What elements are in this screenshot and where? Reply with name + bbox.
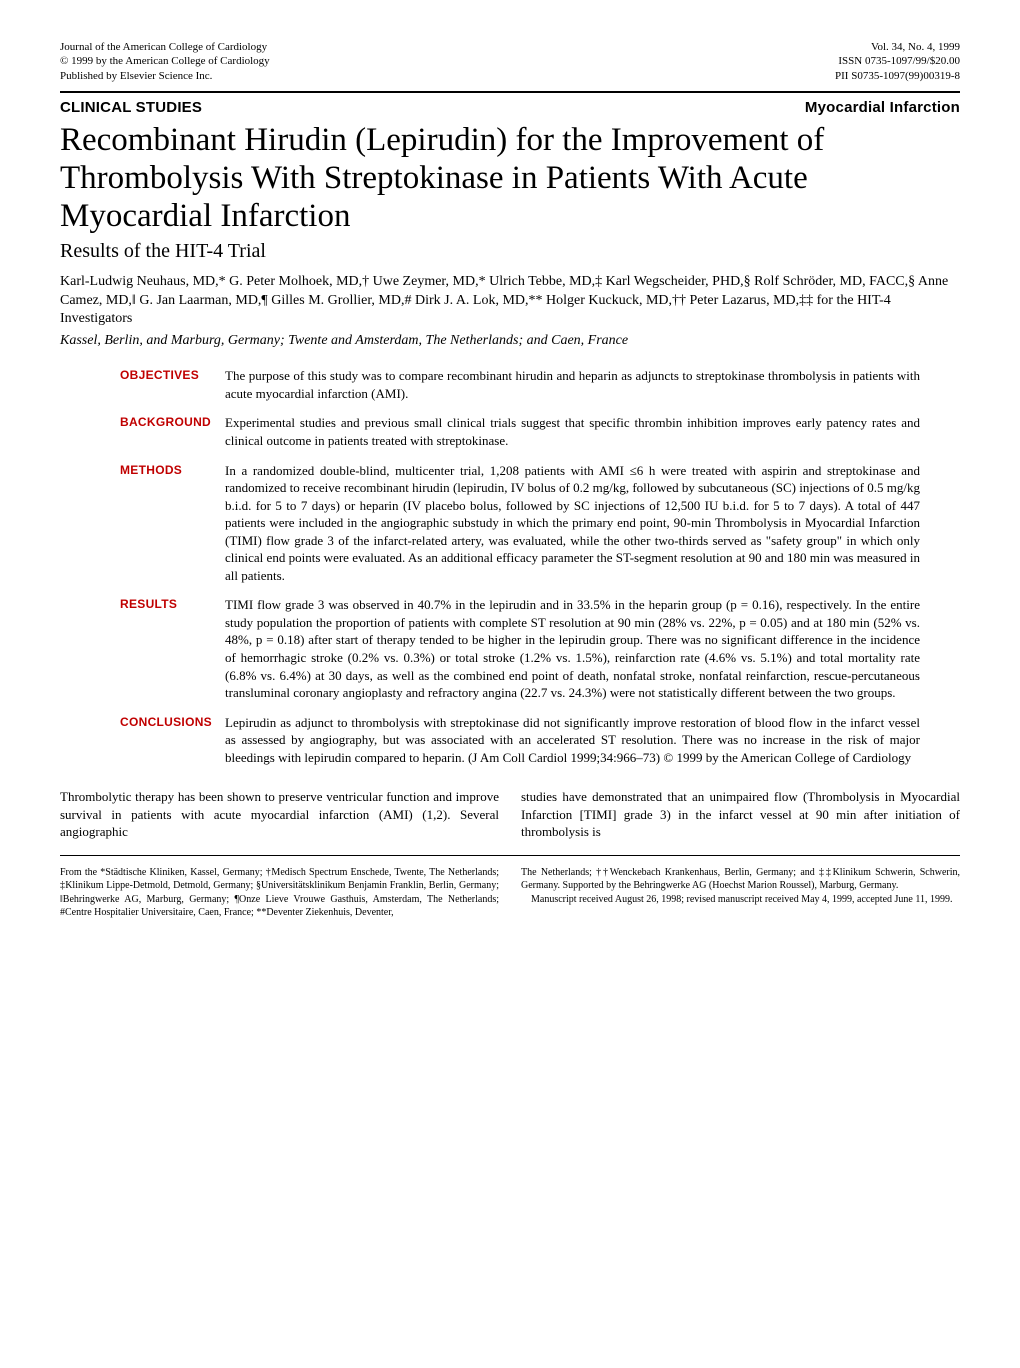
footnote-affiliations-2: The Netherlands; ††Wenckebach Krankenhau… bbox=[521, 866, 960, 893]
section-right: Myocardial Infarction bbox=[805, 99, 960, 116]
footnote-manuscript-dates: Manuscript received August 26, 1998; rev… bbox=[521, 893, 960, 907]
article-subtitle: Results of the HIT-4 Trial bbox=[60, 240, 960, 263]
section-heading-row: CLINICAL STUDIES Myocardial Infarction bbox=[60, 99, 960, 116]
abstract-label-background: BACKGROUND bbox=[120, 414, 225, 449]
abstract-text-results: TIMI flow grade 3 was observed in 40.7% … bbox=[225, 596, 920, 701]
article-title: Recombinant Hirudin (Lepirudin) for the … bbox=[60, 122, 960, 236]
abstract-label-results: RESULTS bbox=[120, 596, 225, 701]
journal-name: Journal of the American College of Cardi… bbox=[60, 40, 270, 54]
section-left: CLINICAL STUDIES bbox=[60, 99, 202, 116]
abstract-methods: METHODS In a randomized double-blind, mu… bbox=[120, 462, 920, 585]
structured-abstract: OBJECTIVES The purpose of this study was… bbox=[120, 367, 920, 766]
body-col-1: Thrombolytic therapy has been shown to p… bbox=[60, 788, 499, 841]
abstract-objectives: OBJECTIVES The purpose of this study was… bbox=[120, 367, 920, 402]
author-list: Karl-Ludwig Neuhaus, MD,* G. Peter Molho… bbox=[60, 273, 960, 330]
affiliations: Kassel, Berlin, and Marburg, Germany; Tw… bbox=[60, 333, 960, 349]
abstract-label-methods: METHODS bbox=[120, 462, 225, 585]
abstract-text-background: Experimental studies and previous small … bbox=[225, 414, 920, 449]
footnote-affiliations-1: From the *Städtische Kliniken, Kassel, G… bbox=[60, 867, 499, 919]
header-left: Journal of the American College of Cardi… bbox=[60, 40, 270, 83]
body-col-2: studies have demonstrated that an unimpa… bbox=[521, 788, 960, 841]
copyright-line: © 1999 by the American College of Cardio… bbox=[60, 54, 270, 68]
abstract-background: BACKGROUND Experimental studies and prev… bbox=[120, 414, 920, 449]
header-rule bbox=[60, 91, 960, 93]
abstract-text-objectives: The purpose of this study was to compare… bbox=[225, 367, 920, 402]
body-columns: Thrombolytic therapy has been shown to p… bbox=[60, 788, 960, 841]
pii-line: PII S0735-1097(99)00319-8 bbox=[835, 69, 960, 83]
footnote-columns: From the *Städtische Kliniken, Kassel, G… bbox=[60, 866, 960, 920]
issn-line: ISSN 0735-1097/99/$20.00 bbox=[835, 54, 960, 68]
footnote-col-2: The Netherlands; ††Wenckebach Krankenhau… bbox=[521, 866, 960, 920]
abstract-label-objectives: OBJECTIVES bbox=[120, 367, 225, 402]
volume-issue: Vol. 34, No. 4, 1999 bbox=[835, 40, 960, 54]
running-header: Journal of the American College of Cardi… bbox=[60, 40, 960, 83]
header-right: Vol. 34, No. 4, 1999 ISSN 0735-1097/99/$… bbox=[835, 40, 960, 83]
footnote-rule bbox=[60, 855, 960, 856]
abstract-text-methods: In a randomized double-blind, multicente… bbox=[225, 462, 920, 585]
abstract-conclusions: CONCLUSIONS Lepirudin as adjunct to thro… bbox=[120, 714, 920, 767]
abstract-label-conclusions: CONCLUSIONS bbox=[120, 714, 225, 767]
publisher-line: Published by Elsevier Science Inc. bbox=[60, 69, 270, 83]
footnote-col-1: From the *Städtische Kliniken, Kassel, G… bbox=[60, 866, 499, 920]
abstract-results: RESULTS TIMI flow grade 3 was observed i… bbox=[120, 596, 920, 701]
abstract-text-conclusions: Lepirudin as adjunct to thrombolysis wit… bbox=[225, 714, 920, 767]
